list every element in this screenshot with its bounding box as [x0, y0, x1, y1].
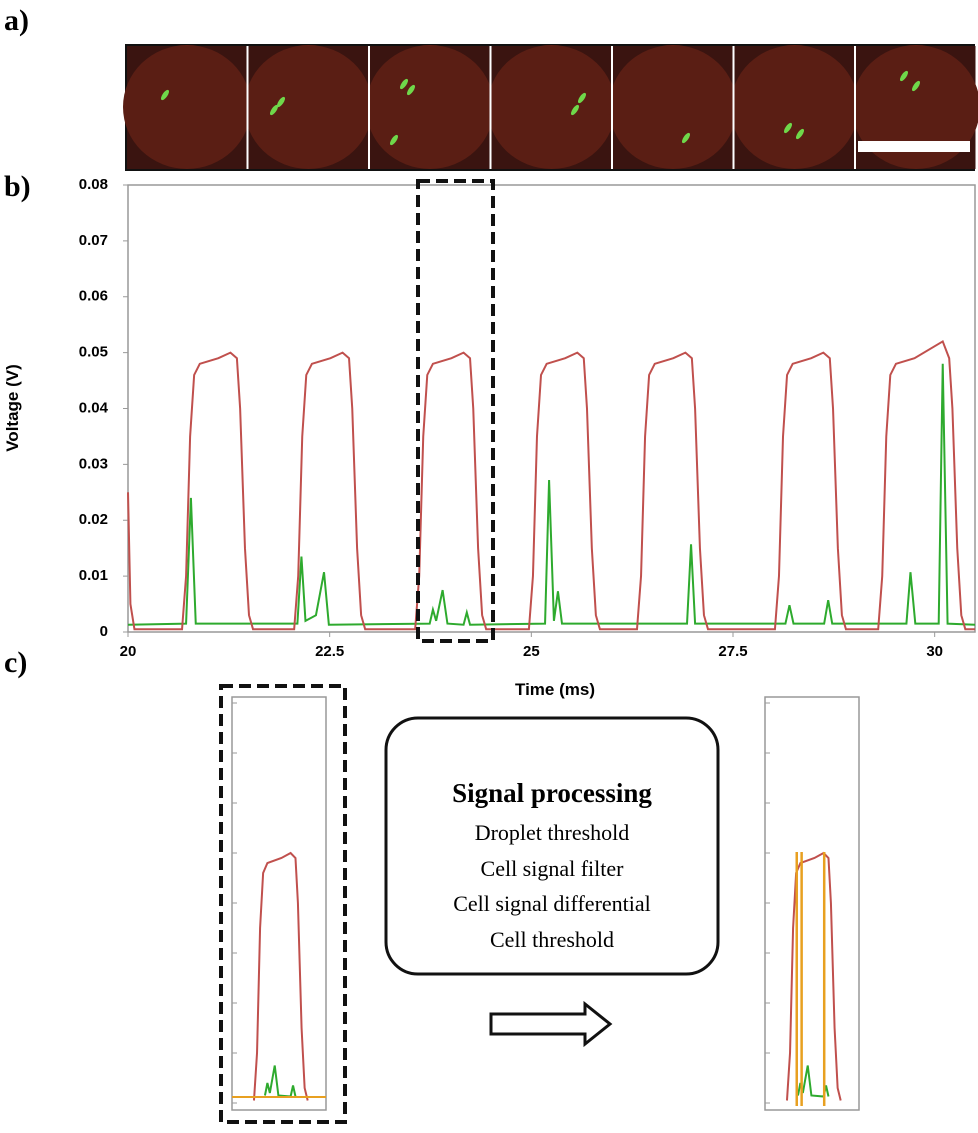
cell — [276, 96, 286, 108]
x-tick-label: 25 — [523, 643, 540, 660]
panel-label: c) — [4, 646, 27, 679]
x-tick-label: 20 — [120, 643, 137, 660]
processing-step: Cell signal differential — [453, 891, 651, 916]
y-tick-label: 0.05 — [79, 344, 108, 361]
processing-title: Signal processing — [452, 778, 652, 808]
cell — [389, 134, 399, 146]
droplet — [609, 45, 737, 169]
inset-raw — [231, 696, 327, 1111]
droplet-images — [123, 44, 978, 171]
x-axis-label: Time (ms) — [515, 680, 595, 699]
y-tick-label: 0 — [100, 623, 108, 640]
processing-step: Cell threshold — [490, 927, 614, 952]
y-axis-label: Voltage (V) — [3, 364, 22, 452]
cell — [406, 84, 416, 96]
processing-step: Droplet threshold — [475, 820, 630, 845]
inset-line — [785, 851, 842, 1101]
panel-label: a) — [4, 4, 29, 37]
droplet — [123, 45, 251, 169]
series-line — [127, 339, 975, 631]
inset-processed — [764, 696, 860, 1111]
series-line — [127, 363, 976, 626]
arrow — [489, 1000, 613, 1048]
droplet — [852, 45, 978, 169]
y-tick-label: 0.06 — [79, 288, 108, 305]
inset-line — [263, 1065, 297, 1098]
y-tick-label: 0.04 — [79, 399, 109, 416]
processing-step: Cell signal filter — [481, 856, 625, 881]
cell — [570, 104, 580, 116]
inset-frame — [231, 696, 327, 1111]
y-tick-label: 0.07 — [79, 232, 108, 249]
x-tick-label: 27.5 — [718, 643, 747, 660]
droplet — [730, 45, 859, 169]
cell — [577, 92, 587, 104]
y-tick-label: 0.02 — [79, 511, 108, 528]
processing-box — [384, 716, 720, 976]
inset-line — [252, 851, 309, 1101]
y-tick-label: 0.01 — [79, 567, 108, 584]
cell — [160, 89, 170, 101]
cell — [911, 80, 921, 92]
panel-label: b) — [4, 170, 31, 203]
x-tick-label: 30 — [926, 643, 943, 660]
scale-bar — [858, 141, 970, 152]
cell — [681, 132, 691, 144]
zoom-box — [219, 684, 347, 1124]
plot: 0 0.01 0.02 0.03 0.04 0.05 0.06 0.07 0.08 20 22.5 2… — [79, 176, 976, 660]
tiles — [123, 45, 978, 169]
x-tick-label: 22.5 — [315, 643, 344, 660]
y-tick-label: 0.03 — [79, 455, 108, 472]
cell — [795, 128, 805, 140]
inset-frame — [764, 696, 860, 1111]
cell — [269, 104, 279, 116]
droplet — [244, 45, 373, 169]
y-tick-label: 0.08 — [79, 176, 108, 193]
droplet — [366, 45, 494, 169]
cell — [783, 122, 793, 134]
droplet — [487, 45, 616, 169]
zoom-box — [416, 179, 495, 643]
cell — [899, 70, 909, 82]
cell — [399, 78, 409, 90]
